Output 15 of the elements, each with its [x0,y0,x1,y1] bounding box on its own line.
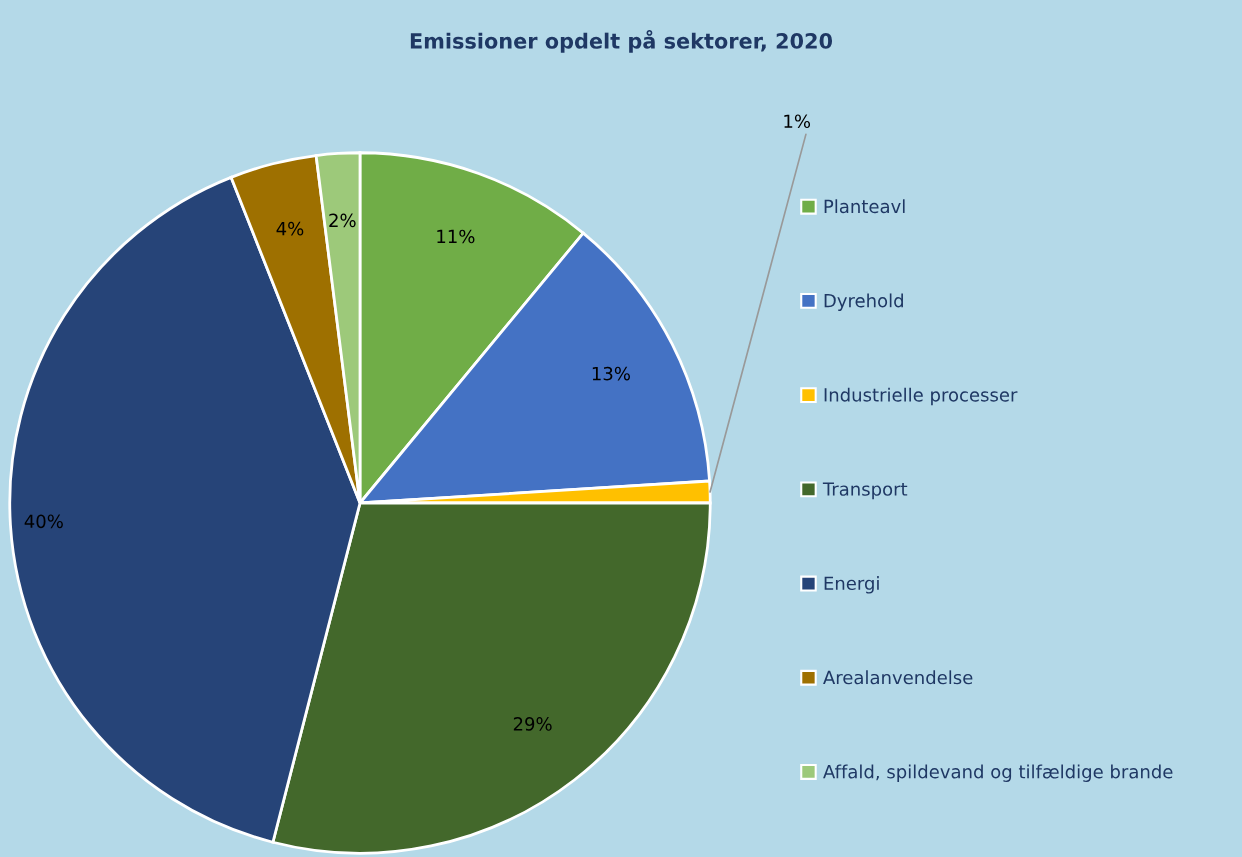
legend-label: Dyrehold [824,293,903,311]
legend-label: Energi [824,576,879,594]
legend-label: Planteavl [824,199,905,214]
data-label: 13% [592,366,630,381]
data-label: 4% [276,221,304,236]
data-label: 29% [513,717,552,731]
legend-label: Affald, spildevand og tilfældige brande [823,764,1173,782]
data-label: 2% [329,213,356,228]
legend-label: Arealanvendelse [823,670,973,685]
legend-label: Transport [822,482,908,500]
legend-label: Industrielle processer [824,387,1018,406]
chart-title: Emissioner opdelt på sektorer, 2020 [410,30,833,53]
data-label: 40% [24,514,63,529]
data-label: 1% [784,114,811,129]
data-label: 11% [437,229,475,244]
